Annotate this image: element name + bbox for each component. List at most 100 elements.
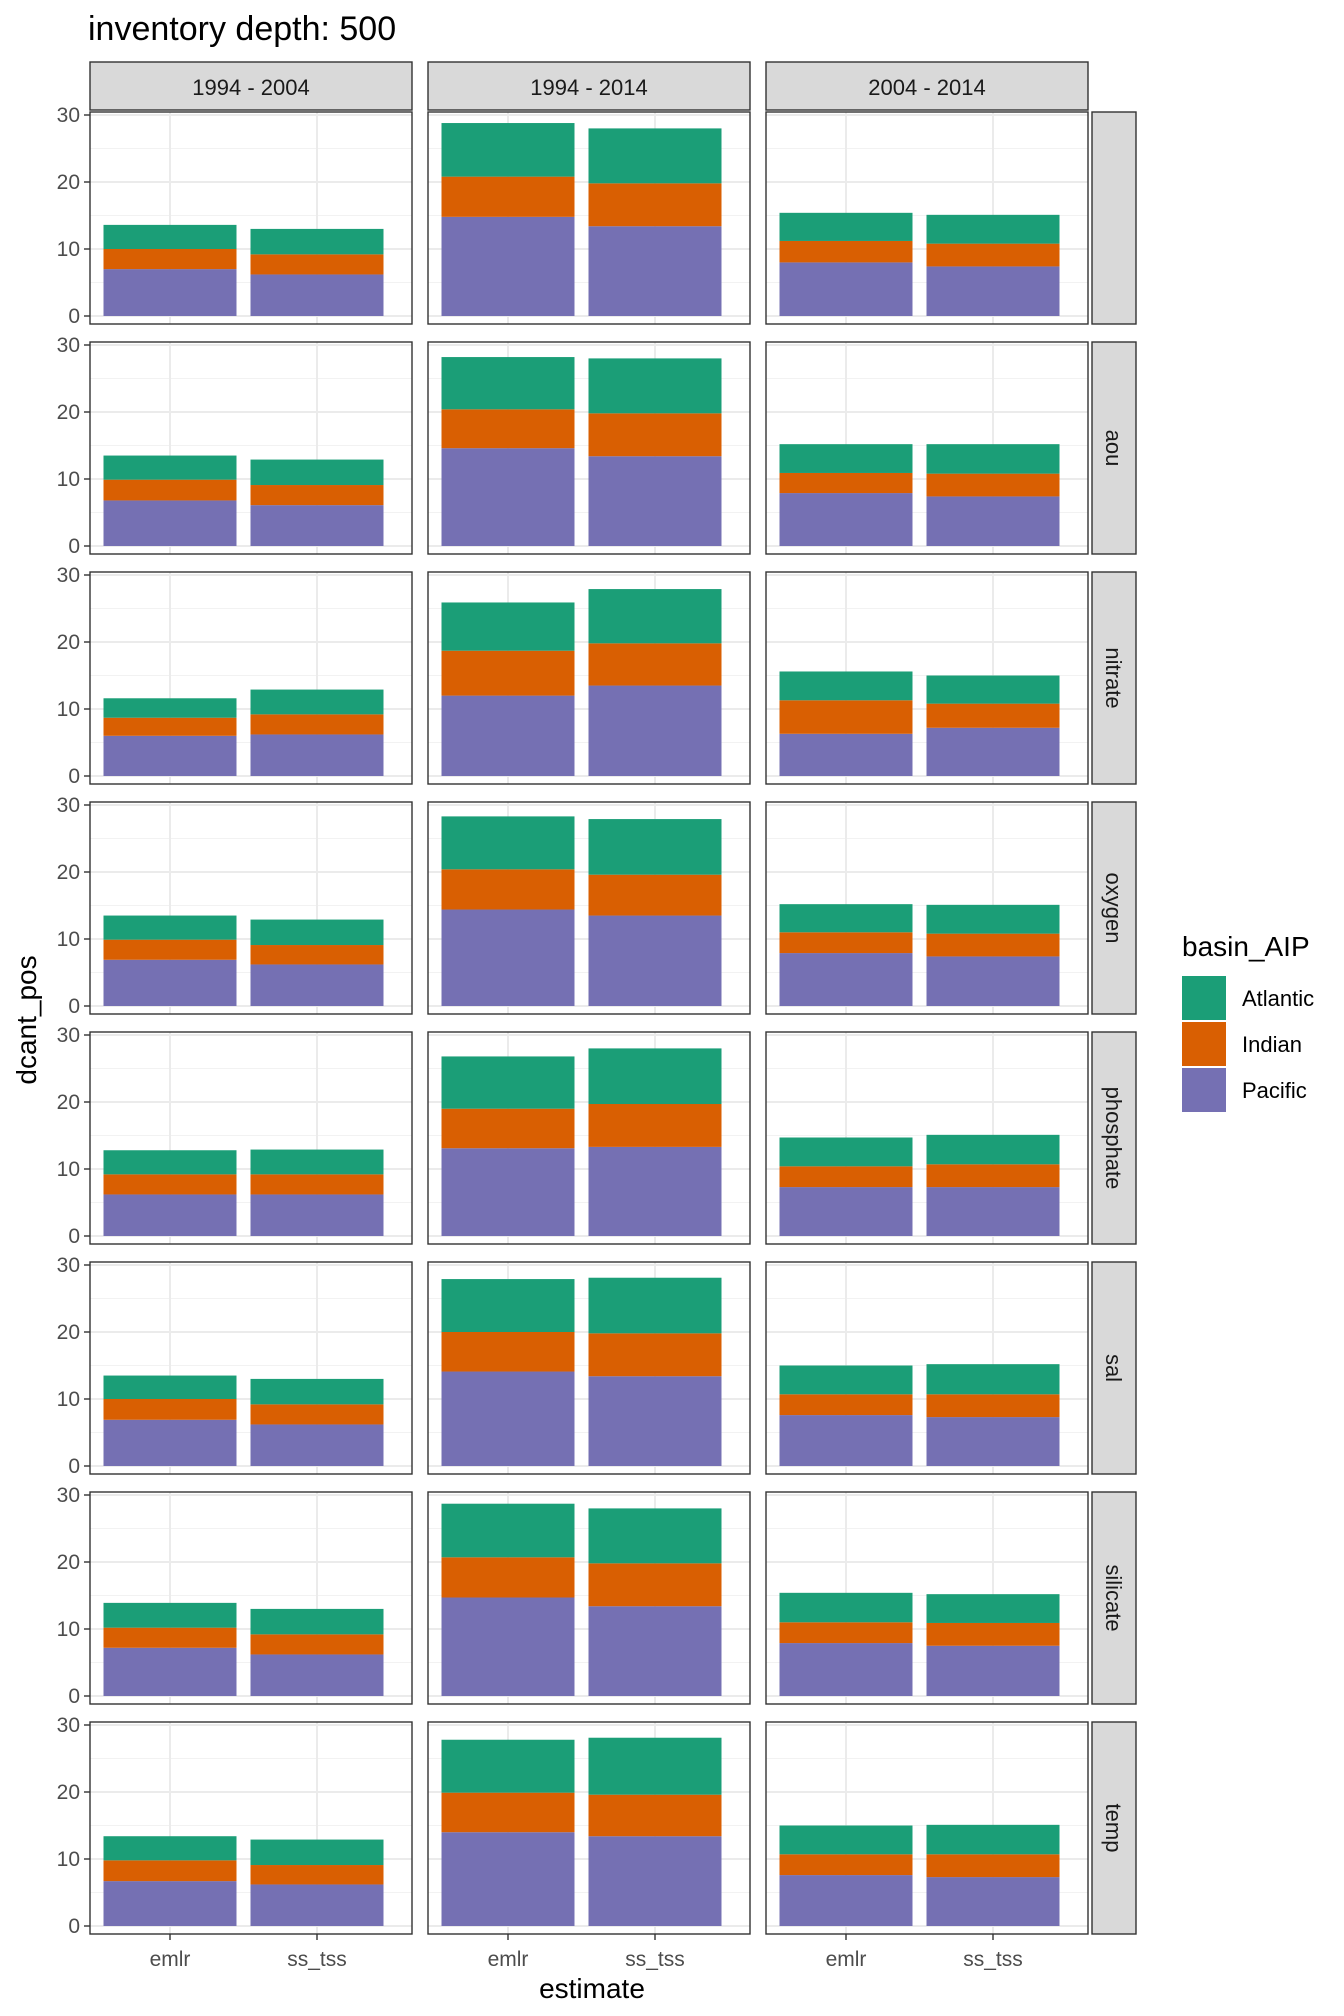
bar-segment-indian [588, 643, 722, 686]
bar-segment-indian [250, 945, 384, 965]
y-tick-label: 30 [57, 104, 80, 127]
facet-panel [89, 1721, 413, 1935]
bar-segment-atlantic [926, 1594, 1060, 1623]
bar-segment-pacific [588, 915, 722, 1006]
bar-segment-atlantic [250, 1149, 384, 1175]
bar-segment-indian [926, 1854, 1060, 1878]
bar-segment-atlantic [926, 1824, 1060, 1855]
bar-segment-indian [441, 176, 575, 217]
bar-segment-pacific [779, 953, 913, 1006]
bar-segment-atlantic [103, 1375, 237, 1399]
bar-segment-pacific [441, 909, 575, 1006]
bar-segment-atlantic [779, 1365, 913, 1395]
facet-panel [89, 801, 413, 1015]
panel-border [427, 1031, 751, 1245]
facet-strip-row-label: silicate [1101, 1564, 1126, 1631]
bar-segment-indian [779, 932, 913, 954]
bar-segment-indian [103, 1860, 237, 1882]
bar-segment-atlantic [441, 123, 575, 177]
bar-segment-atlantic [779, 212, 913, 241]
facet-strip-column [89, 61, 413, 111]
facet-panel [427, 111, 751, 325]
facet-panel [89, 1491, 413, 1705]
bar-segment-indian [103, 1399, 237, 1420]
bar-segment-atlantic [926, 214, 1060, 244]
y-tick-label: 30 [57, 564, 80, 587]
facet-panel [427, 341, 751, 555]
bar-segment-atlantic [779, 1825, 913, 1855]
y-tick-label: 0 [68, 1455, 80, 1478]
bar-segment-atlantic [103, 1150, 237, 1175]
bar-segment-atlantic [588, 589, 722, 644]
panel-border [765, 571, 1089, 785]
panel-border [89, 111, 413, 325]
bar-segment-indian [588, 874, 722, 916]
bar-segment-atlantic [588, 1508, 722, 1564]
bar-segment-pacific [103, 1881, 237, 1926]
bar-segment-pacific [779, 493, 913, 546]
panel-border [765, 801, 1089, 1015]
bar-segment-atlantic [250, 459, 384, 486]
bar-segment-atlantic [103, 915, 237, 940]
y-tick-label: 30 [57, 334, 80, 357]
bar-segment-atlantic [441, 1279, 575, 1332]
bar-segment-indian [103, 717, 237, 736]
facet-panel [765, 571, 1089, 785]
bar-segment-pacific [926, 727, 1060, 776]
bar-segment-indian [103, 249, 237, 270]
bar-segment-pacific [250, 1654, 384, 1696]
bar-segment-pacific [588, 226, 722, 316]
facet-panel [89, 1031, 413, 1245]
legend-label: Atlantic [1242, 986, 1314, 1011]
bar-segment-indian [588, 1104, 722, 1147]
legend-label: Pacific [1242, 1078, 1307, 1103]
y-tick-label: 10 [57, 238, 80, 261]
facet-strip-row [1091, 341, 1137, 555]
bar-segment-pacific [250, 274, 384, 316]
x-tick-label: emlr [488, 1948, 529, 1971]
bar-segment-pacific [588, 1376, 722, 1466]
bar-segment-atlantic [250, 689, 384, 715]
bar-segment-pacific [926, 1645, 1060, 1696]
bar-segment-pacific [588, 456, 722, 546]
bar-segment-atlantic [926, 675, 1060, 704]
panel-border [427, 1721, 751, 1935]
bar-segment-atlantic [103, 698, 237, 718]
panel-border [89, 571, 413, 785]
facet-strip-column [765, 61, 1089, 111]
facet-strip-column-label: 1994 - 2014 [530, 75, 647, 100]
bar-segment-atlantic [103, 455, 237, 480]
facet-strip-row [1091, 111, 1137, 325]
bar-segment-atlantic [441, 816, 575, 870]
bar-segment-pacific [250, 1884, 384, 1926]
y-tick-label: 20 [57, 1781, 80, 1804]
bar-segment-indian [779, 240, 913, 263]
bar-segment-indian [103, 939, 237, 960]
bar-segment-atlantic [926, 904, 1060, 934]
bar-segment-atlantic [588, 128, 722, 184]
y-tick-label: 30 [57, 1714, 80, 1737]
bar-segment-atlantic [250, 1608, 384, 1635]
y-tick-label: 10 [57, 1618, 80, 1641]
bar-segment-indian [441, 650, 575, 696]
x-tick-label: emlr [150, 1948, 191, 1971]
x-tick-label: ss_tss [625, 1948, 685, 1971]
panel-border [89, 1721, 413, 1935]
bar-segment-atlantic [779, 1137, 913, 1167]
y-tick-label: 0 [68, 1225, 80, 1248]
panel-border [427, 571, 751, 785]
facet-strip-row-label: temp [1101, 1804, 1126, 1853]
bar-segment-pacific [250, 964, 384, 1006]
panel-border [89, 801, 413, 1015]
bar-segment-atlantic [250, 1839, 384, 1866]
bar-segment-atlantic [779, 904, 913, 933]
bar-segment-pacific [250, 505, 384, 546]
bar-segment-atlantic [779, 671, 913, 701]
bar-segment-pacific [103, 959, 237, 1006]
chart-title: inventory depth: 500 [88, 10, 396, 48]
bar-segment-atlantic [441, 602, 575, 651]
y-tick-label: 0 [68, 765, 80, 788]
bar-segment-indian [441, 1557, 575, 1598]
bar-segment-pacific [103, 269, 237, 316]
facet-panel [765, 1031, 1089, 1245]
